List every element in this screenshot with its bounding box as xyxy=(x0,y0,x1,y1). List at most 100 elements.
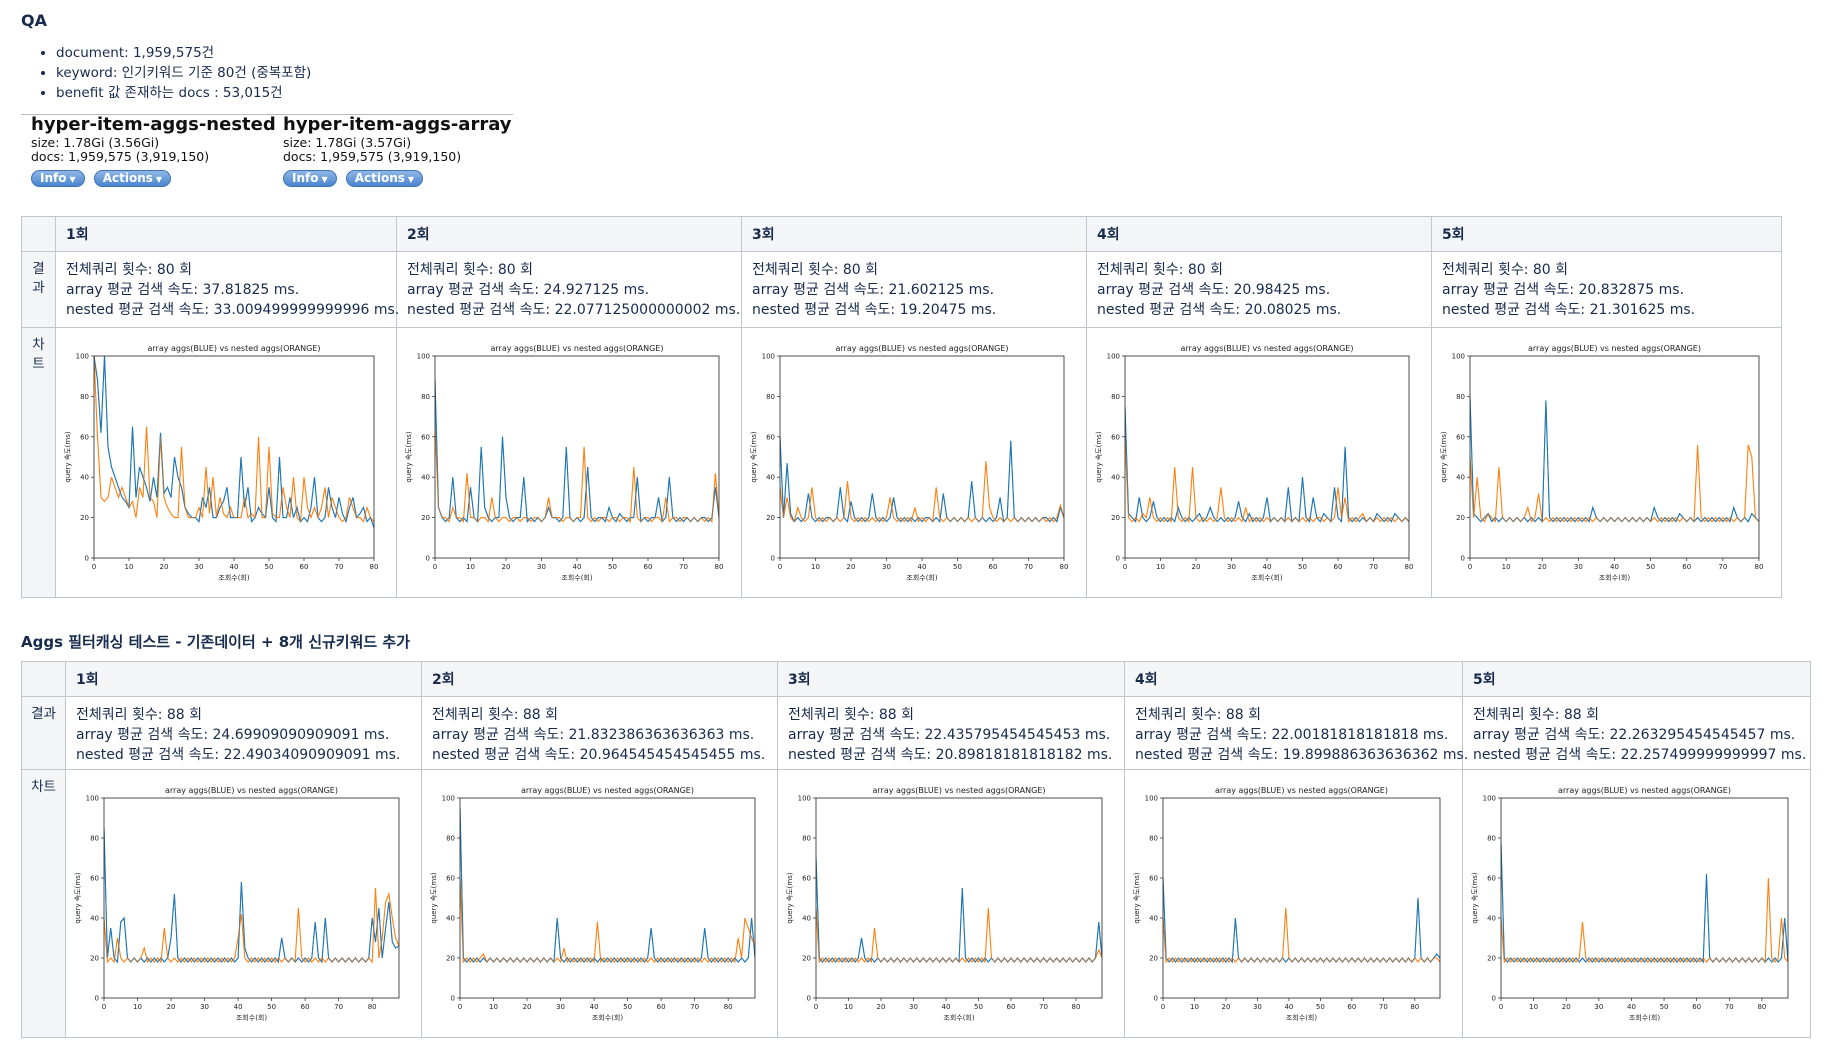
y-axis-label: query 속도(ms) xyxy=(64,431,72,483)
x-tick-label: 40 xyxy=(1263,563,1272,571)
row-label-chart: 차 트 xyxy=(21,327,56,598)
x-tick-label: 10 xyxy=(489,1003,498,1011)
x-tick-label: 80 xyxy=(1757,1003,1766,1011)
results-table-1: 1회 2회 3회 4회 5회 결 과 전체쿼리 횟수: 80 회 array 평균… xyxy=(21,216,1782,598)
x-tick-label: 20 xyxy=(1538,563,1547,571)
table-corner xyxy=(21,661,66,697)
result-total: 전체쿼리 횟수: 88 회 xyxy=(1135,707,1262,723)
x-tick-label: 60 xyxy=(1334,563,1343,571)
result-cell: 전체쿼리 횟수: 88 회 array 평균 검색 속도: 22.43579545… xyxy=(777,696,1125,770)
plot-frame xyxy=(459,797,756,999)
y-tick-label: 60 xyxy=(1487,875,1496,883)
x-tick-label: 70 xyxy=(1369,563,1378,571)
x-tick-label: 50 xyxy=(1660,1003,1669,1011)
column-header: 2회 xyxy=(421,661,778,697)
x-tick-label: 0 xyxy=(92,563,96,571)
x-tick-label: 30 xyxy=(882,563,891,571)
table-row-chart: 차트 array aggs(BLUE) vs nested aggs(ORANG… xyxy=(21,769,1811,1038)
plot-frame xyxy=(779,355,1065,559)
y-tick-label: 60 xyxy=(421,433,430,441)
plot-frame xyxy=(1500,797,1789,999)
series-line-array xyxy=(435,380,719,523)
y-tick-label: 20 xyxy=(1149,955,1158,963)
x-tick-label: 70 xyxy=(1718,563,1727,571)
series-line-nested xyxy=(780,460,1064,523)
x-tick-label: 70 xyxy=(1379,1003,1388,1011)
y-tick-label: 0 xyxy=(95,995,99,1003)
y-tick-label: 20 xyxy=(802,955,811,963)
x-tick-label: 50 xyxy=(1646,563,1655,571)
series-line-array xyxy=(1125,406,1409,523)
line-chart: array aggs(BLUE) vs nested aggs(ORANGE) 0… xyxy=(1471,786,1789,1022)
results-table-2: 1회 2회 3회 4회 5회 결과 전체쿼리 횟수: 88 회 array 평균 … xyxy=(21,661,1811,1038)
y-tick-label: 100 xyxy=(1107,353,1120,361)
series-line-array xyxy=(780,436,1064,523)
y-tick-label: 100 xyxy=(798,795,811,803)
info-button[interactable]: Info ▼ xyxy=(31,170,85,187)
chart-title: array aggs(BLUE) vs nested aggs(ORANGE) xyxy=(1215,786,1388,795)
y-tick-label: 40 xyxy=(80,474,89,482)
y-tick-label: 100 xyxy=(86,795,99,803)
y-tick-label: 40 xyxy=(446,915,455,923)
x-tick-label: 40 xyxy=(230,563,239,571)
line-chart: array aggs(BLUE) vs nested aggs(ORANGE) 0… xyxy=(1440,344,1763,582)
x-tick-label: 20 xyxy=(523,1003,532,1011)
y-tick-label: 100 xyxy=(417,353,430,361)
x-tick-label: 40 xyxy=(1610,563,1619,571)
result-cell: 전체쿼리 횟수: 80 회 array 평균 검색 속도: 37.81825 ms… xyxy=(55,251,399,328)
x-axis-label: 조회수(회) xyxy=(1286,1014,1317,1022)
x-tick-label: 50 xyxy=(974,1003,983,1011)
x-tick-label: 50 xyxy=(265,563,274,571)
x-axis-label: 조회수(회) xyxy=(1599,574,1630,582)
result-total: 전체쿼리 횟수: 88 회 xyxy=(788,707,915,723)
y-axis-label: query 속도(ms) xyxy=(1095,431,1103,483)
x-tick-label: 60 xyxy=(1347,1003,1356,1011)
y-tick-label: 0 xyxy=(451,995,455,1003)
result-cell: 전체쿼리 횟수: 88 회 array 평균 검색 속도: 24.69909090… xyxy=(65,696,422,770)
x-tick-label: 0 xyxy=(102,1003,106,1011)
y-tick-label: 20 xyxy=(1487,955,1496,963)
x-tick-label: 20 xyxy=(1192,563,1201,571)
x-tick-label: 10 xyxy=(125,563,134,571)
x-tick-label: 10 xyxy=(1502,563,1511,571)
result-array: array 평균 검색 속도: 22.263295454545457 ms. xyxy=(1473,727,1796,743)
x-tick-label: 70 xyxy=(690,1003,699,1011)
result-total: 전체쿼리 횟수: 88 회 xyxy=(76,707,203,723)
chart-title: array aggs(BLUE) vs nested aggs(ORANGE) xyxy=(873,786,1046,795)
info-button[interactable]: Info ▼ xyxy=(283,170,337,187)
result-nested: nested 평균 검색 속도: 20.08025 ms. xyxy=(1097,302,1342,318)
series-line-array xyxy=(460,807,755,964)
chart-cell: array aggs(BLUE) vs nested aggs(ORANGE) 0… xyxy=(777,769,1125,1038)
x-tick-label: 50 xyxy=(953,563,962,571)
column-header: 3회 xyxy=(741,216,1087,252)
actions-button[interactable]: Actions ▼ xyxy=(345,170,424,187)
series-line-array-overlay xyxy=(104,827,399,964)
x-tick-label: 60 xyxy=(1007,1003,1016,1011)
x-tick-label: 70 xyxy=(679,563,688,571)
y-axis-label: query 속도(ms) xyxy=(430,872,438,924)
y-tick-label: 0 xyxy=(85,555,89,563)
y-tick-label: 40 xyxy=(1487,915,1496,923)
chart-cell: array aggs(BLUE) vs nested aggs(ORANGE) 0… xyxy=(1086,327,1432,598)
y-tick-label: 80 xyxy=(446,835,455,843)
caret-down-icon: ▼ xyxy=(321,175,328,184)
x-tick-label: 60 xyxy=(1692,1003,1701,1011)
result-cell: 전체쿼리 횟수: 80 회 array 평균 검색 속도: 20.832875 m… xyxy=(1431,251,1782,328)
series-line-array-overlay xyxy=(780,436,1064,523)
series-line-nested xyxy=(1163,907,1440,964)
y-tick-label: 60 xyxy=(766,433,775,441)
y-tick-label: 20 xyxy=(1111,514,1120,522)
x-tick-label: 30 xyxy=(195,563,204,571)
x-tick-label: 80 xyxy=(370,563,379,571)
row-label-result: 결 과 xyxy=(21,251,56,328)
actions-button-label: Actions xyxy=(354,171,405,185)
actions-button[interactable]: Actions ▼ xyxy=(93,170,172,187)
y-tick-label: 40 xyxy=(90,915,99,923)
table-header-row: 1회 2회 3회 4회 5회 xyxy=(21,661,1811,697)
result-array: array 평균 검색 속도: 21.602125 ms. xyxy=(752,282,995,298)
result-array: array 평균 검색 속도: 20.832875 ms. xyxy=(1442,282,1685,298)
x-tick-label: 30 xyxy=(537,563,546,571)
chart-cell: array aggs(BLUE) vs nested aggs(ORANGE) 0… xyxy=(1462,769,1811,1038)
series-line-nested xyxy=(1470,444,1759,523)
y-tick-label: 100 xyxy=(76,353,89,361)
